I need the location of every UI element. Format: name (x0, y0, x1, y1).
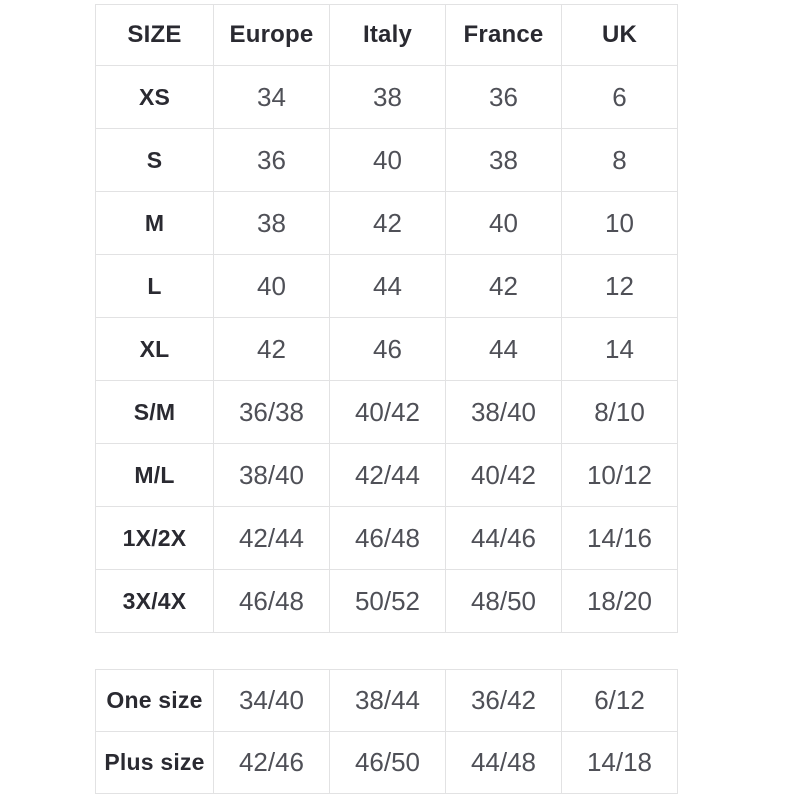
size-label-cell: S (95, 128, 214, 192)
size-value-cell: 40/42 (445, 443, 562, 507)
table-row: Plus size 42/46 46/50 44/48 14/18 (95, 731, 678, 794)
column-header-cell: Italy (329, 4, 446, 66)
table-row: M 38 42 40 10 (95, 191, 678, 255)
size-value-cell: 44 (445, 317, 562, 381)
size-value-cell: 48/50 (445, 569, 562, 633)
size-label-cell: 3X/4X (95, 569, 214, 633)
size-value-cell: 38/40 (445, 380, 562, 444)
table-row: L 40 44 42 12 (95, 254, 678, 318)
table-row: One size 34/40 38/44 36/42 6/12 (95, 669, 678, 732)
special-sizes-table: One size 34/40 38/44 36/42 6/12 Plus size 42/4… (95, 669, 678, 794)
column-header-cell: SIZE (95, 4, 214, 66)
size-value-cell: 36 (445, 65, 562, 129)
size-value-cell: 46 (329, 317, 446, 381)
size-value-cell: 42 (445, 254, 562, 318)
column-header-cell: France (445, 4, 562, 66)
size-label-cell: XS (95, 65, 214, 129)
size-value-cell: 8/10 (561, 380, 678, 444)
size-label-cell: 1X/2X (95, 506, 214, 570)
column-header-cell: UK (561, 4, 678, 66)
size-value-cell: 34 (213, 65, 330, 129)
size-value-cell: 38 (445, 128, 562, 192)
size-value-cell: 34/40 (213, 669, 330, 732)
size-label-cell: XL (95, 317, 214, 381)
size-conversion-section: SIZE Europe Italy France UK XS 34 38 36 6 S 36 40 38… (95, 4, 678, 794)
size-value-cell: 38 (329, 65, 446, 129)
special-table-body: One size 34/40 38/44 36/42 6/12 Plus size 42/4… (95, 669, 678, 794)
size-value-cell: 42 (329, 191, 446, 255)
size-value-cell: 10 (561, 191, 678, 255)
table-row: 3X/4X 46/48 50/52 48/50 18/20 (95, 569, 678, 633)
table-row: S 36 40 38 8 (95, 128, 678, 192)
size-table-body: XS 34 38 36 6 S 36 40 38 8 M 38 42 40 10 L 40 44 42 12 XL 42 4… (95, 65, 678, 633)
table-row: 1X/2X 42/44 46/48 44/46 14/16 (95, 506, 678, 570)
size-value-cell: 36/38 (213, 380, 330, 444)
size-label-cell: S/M (95, 380, 214, 444)
size-value-cell: 44/48 (445, 731, 562, 794)
size-value-cell: 42/44 (329, 443, 446, 507)
size-value-cell: 46/48 (213, 569, 330, 633)
size-value-cell: 46/48 (329, 506, 446, 570)
size-value-cell: 36/42 (445, 669, 562, 732)
size-value-cell: 40 (329, 128, 446, 192)
size-value-cell: 40 (213, 254, 330, 318)
size-table-header: SIZE Europe Italy France UK (95, 4, 678, 66)
header-row: SIZE Europe Italy France UK (95, 4, 678, 66)
size-value-cell: 36 (213, 128, 330, 192)
size-value-cell: 46/50 (329, 731, 446, 794)
table-gap (95, 633, 678, 669)
table-row: M/L 38/40 42/44 40/42 10/12 (95, 443, 678, 507)
size-value-cell: 6 (561, 65, 678, 129)
size-value-cell: 42 (213, 317, 330, 381)
size-value-cell: 14 (561, 317, 678, 381)
size-label-cell: M/L (95, 443, 214, 507)
size-value-cell: 8 (561, 128, 678, 192)
column-header-cell: Europe (213, 4, 330, 66)
size-value-cell: 40 (445, 191, 562, 255)
size-conversion-table: SIZE Europe Italy France UK XS 34 38 36 6 S 36 40 38… (95, 4, 678, 633)
size-value-cell: 42/44 (213, 506, 330, 570)
size-value-cell: 40/42 (329, 380, 446, 444)
size-value-cell: 44 (329, 254, 446, 318)
table-row: XS 34 38 36 6 (95, 65, 678, 129)
size-value-cell: 12 (561, 254, 678, 318)
size-label-cell: M (95, 191, 214, 255)
size-value-cell: 38/40 (213, 443, 330, 507)
size-value-cell: 14/16 (561, 506, 678, 570)
size-label-cell: One size (95, 669, 214, 732)
size-value-cell: 14/18 (561, 731, 678, 794)
size-value-cell: 38 (213, 191, 330, 255)
size-value-cell: 44/46 (445, 506, 562, 570)
size-value-cell: 38/44 (329, 669, 446, 732)
size-value-cell: 18/20 (561, 569, 678, 633)
size-label-cell: L (95, 254, 214, 318)
size-value-cell: 42/46 (213, 731, 330, 794)
table-row: XL 42 46 44 14 (95, 317, 678, 381)
size-value-cell: 10/12 (561, 443, 678, 507)
table-row: S/M 36/38 40/42 38/40 8/10 (95, 380, 678, 444)
size-value-cell: 6/12 (561, 669, 678, 732)
size-label-cell: Plus size (95, 731, 214, 794)
size-value-cell: 50/52 (329, 569, 446, 633)
